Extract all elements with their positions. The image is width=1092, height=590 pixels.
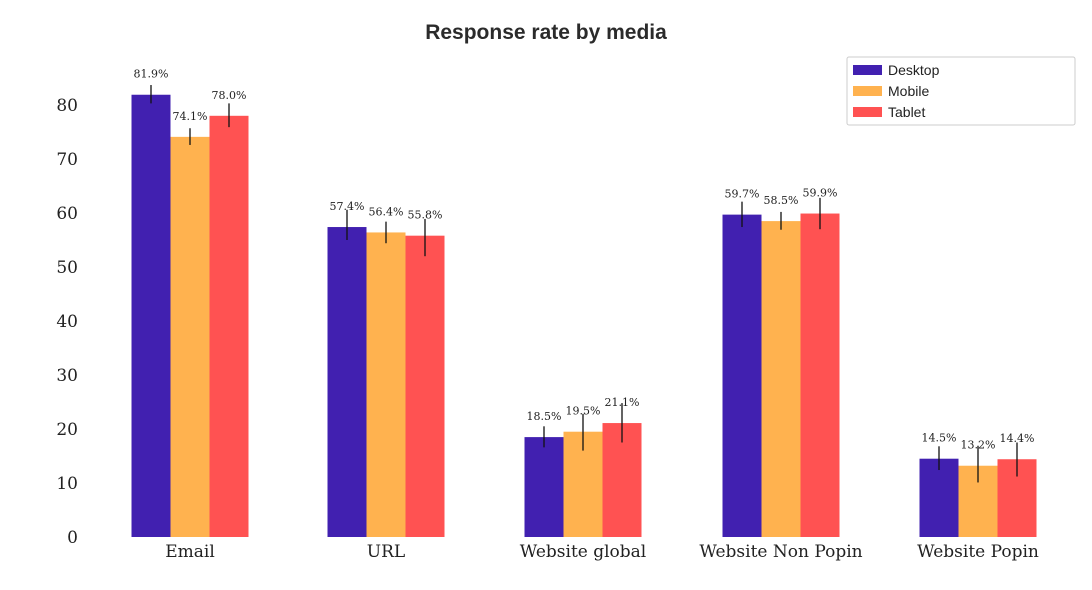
legend-swatch-tablet <box>853 107 882 117</box>
chart-title: Response rate by media <box>425 21 667 44</box>
y-axis: 0 10 20 30 40 50 60 70 80 <box>56 96 78 548</box>
data-label-website-non-popin-desktop: 59.7% <box>725 188 760 201</box>
y-tick-label: 60 <box>56 204 78 224</box>
x-tick-label: Website Popin <box>917 542 1039 562</box>
y-tick-label: 20 <box>56 420 78 440</box>
data-label-website-popin-desktop: 14.5% <box>922 432 957 445</box>
bar-website-popin-desktop <box>919 458 959 537</box>
data-label-website-global-mobile: 19.5% <box>566 405 601 418</box>
x-tick-label: Website global <box>520 542 647 562</box>
y-tick-label: 70 <box>56 150 78 170</box>
x-tick-label: URL <box>367 542 405 562</box>
legend-label-mobile: Mobile <box>888 83 929 99</box>
y-tick-label: 30 <box>56 366 78 386</box>
bar-url-mobile <box>366 232 406 537</box>
data-label-url-mobile: 56.4% <box>369 205 404 218</box>
legend-label-tablet: Tablet <box>888 104 925 120</box>
data-label-website-non-popin-tablet: 59.9% <box>803 187 838 200</box>
data-labels-layer: 81.9% 74.1% 78.0% 57.4% 56.4% 55.8% 18.5% 19.5%… <box>134 68 1035 452</box>
data-label-website-popin-mobile: 13.2% <box>961 439 996 452</box>
data-label-email-desktop: 81.9% <box>134 68 169 81</box>
bar-website-global-desktop <box>524 437 564 537</box>
bar-website-non-popin-mobile <box>761 221 801 537</box>
legend-swatch-desktop <box>853 65 882 75</box>
y-tick-label: 10 <box>56 474 78 494</box>
y-tick-label: 80 <box>56 96 78 116</box>
bar-url-tablet <box>405 235 445 537</box>
legend-box <box>846 56 1076 126</box>
data-label-url-desktop: 57.4% <box>330 200 365 213</box>
bar-url-desktop <box>327 227 367 538</box>
x-tick-label: Email <box>165 542 215 562</box>
bar-email-desktop <box>131 94 171 538</box>
bar-email-tablet <box>209 115 249 538</box>
bars-layer <box>131 94 1037 538</box>
x-axis: Email URL Website global Website Non Popin W… <box>165 542 1039 562</box>
error-bars-layer <box>150 85 1018 483</box>
legend-label-desktop: Desktop <box>888 62 940 78</box>
data-label-website-popin-tablet: 14.4% <box>1000 432 1035 445</box>
bar-email-mobile <box>170 136 210 538</box>
data-label-website-global-tablet: 21.1% <box>605 396 640 409</box>
y-tick-label: 50 <box>56 258 78 278</box>
data-label-email-mobile: 74.1% <box>173 110 208 123</box>
y-tick-label: 0 <box>67 528 78 548</box>
data-label-website-non-popin-mobile: 58.5% <box>764 194 799 207</box>
legend: Desktop Mobile Tablet <box>846 56 1076 126</box>
data-label-website-global-desktop: 18.5% <box>527 410 562 423</box>
bar-website-non-popin-tablet <box>800 213 840 538</box>
x-tick-label: Website Non Popin <box>699 542 862 562</box>
data-label-email-tablet: 78.0% <box>212 89 247 102</box>
y-tick-label: 40 <box>56 312 78 332</box>
data-label-url-tablet: 55.8% <box>408 209 443 222</box>
bar-website-non-popin-desktop <box>722 214 762 537</box>
legend-swatch-mobile <box>853 86 882 96</box>
